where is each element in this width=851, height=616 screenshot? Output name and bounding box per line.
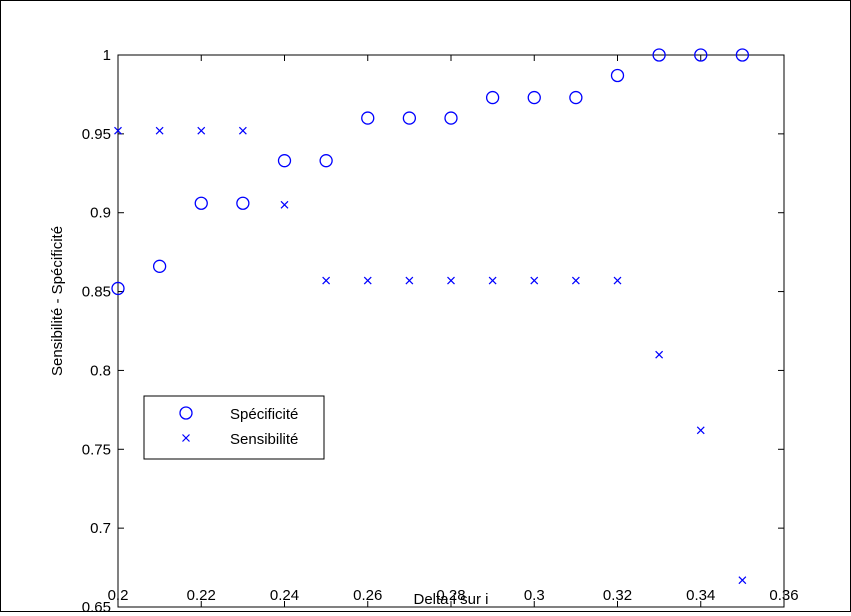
sensibilite-point [530,276,539,285]
specificite-point [319,154,333,168]
sensibilite-point [363,276,372,285]
x-axis-ticks: 0.2 0.22 0.24 0.26 0.28 0.3 0.32 0.34 0.36 [108,55,799,607]
specificite-point [444,111,458,125]
specificite-point [527,90,541,105]
sensibilite-point [155,126,164,135]
legend: Spécificité Sensibilité [143,395,325,460]
specificite-point [485,90,500,105]
y-tick-label: 0.65 [82,599,111,611]
x-tick-label: 0.3 [524,587,545,604]
data-marks [111,48,750,585]
legend-x-marker [182,434,190,442]
specificite-point [735,48,750,62]
x-tick-label: 0.22 [187,587,216,604]
y-tick-label: 1 [103,47,111,64]
plot-area [117,54,785,608]
legend-label-sensibilite: Sensibilité [230,431,298,448]
specificite-point [694,48,708,62]
x-tick-label: 0.34 [686,587,715,604]
sensibilite-point [488,276,497,285]
specificite-point [569,90,583,105]
specificite-point [236,196,250,210]
sensibilite-point [613,276,622,285]
specificite-point [152,259,167,273]
sensibilite-point [571,276,580,285]
y-tick-label: 0.7 [90,520,111,537]
specificite-point [610,68,625,83]
sensibilite-point [280,200,289,209]
legend-circle-marker [179,406,193,420]
legend-label-specificite: Spécificité [230,406,298,423]
sensibilite-point [655,350,664,359]
y-tick-label: 0.75 [82,441,111,458]
y-tick-label: 0.9 [90,205,111,222]
sensibilite-point [738,576,747,585]
sensibilite-point [197,126,206,135]
sensibilite-point [238,126,247,135]
sensibilite-point [696,426,705,435]
y-tick-label: 0.85 [82,284,111,301]
sensibilite-point [114,126,122,135]
x-tick-label: 0.2 [108,587,129,604]
specificite-point [402,111,417,125]
specificite-point [652,48,666,62]
y-tick-label: 0.8 [90,362,111,379]
y-tick-label: 0.95 [82,126,111,143]
specificite-point [111,281,125,296]
y-axis-label: Sensibilité - Spécificité [49,226,66,376]
sensibilite-point [322,276,331,285]
plot-background [117,54,785,608]
x-tick-label: 0.28 [436,587,465,604]
x-tick-label: 0.32 [603,587,632,604]
x-tick-label: 0.26 [353,587,382,604]
specificite-point [277,154,292,168]
specificite-point [361,111,375,125]
x-axis-label: Delta i sur i [413,591,488,608]
x-tick-label: 0.24 [270,587,299,604]
x-tick-label: 0.36 [769,587,798,604]
sensibilite-point [405,276,414,285]
specificite-point [194,196,208,210]
legend-box [143,395,325,460]
sensibilite-point [447,276,455,285]
